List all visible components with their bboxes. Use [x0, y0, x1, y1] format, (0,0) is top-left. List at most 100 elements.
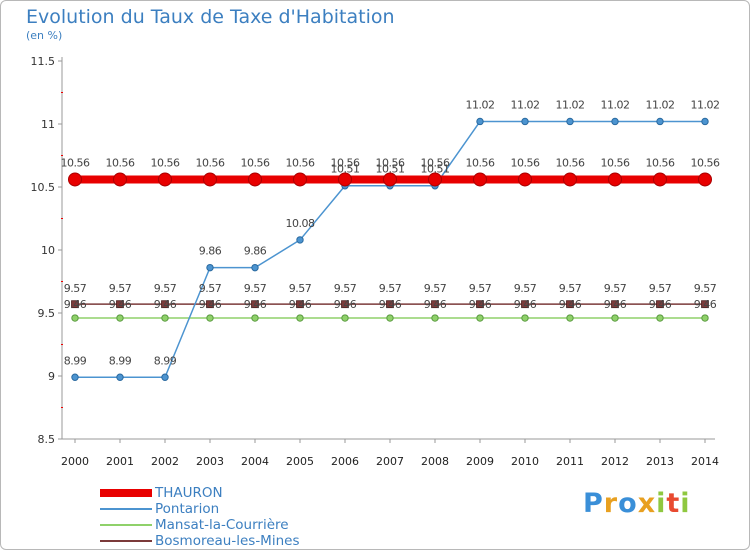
data-point-2 — [71, 314, 79, 322]
x-tick-label: 2014 — [691, 455, 719, 468]
data-point-2 — [611, 314, 619, 322]
y-tick-label: 11 — [41, 118, 55, 131]
legend-swatch-thauron — [100, 489, 152, 497]
x-tick-label: 2002 — [151, 455, 179, 468]
data-label: 10.56 — [151, 156, 180, 169]
data-point-2 — [251, 314, 259, 322]
data-point-3 — [566, 300, 574, 309]
data-label: 9.46 — [64, 298, 87, 311]
data-label: 8.99 — [109, 354, 132, 367]
data-label: 11.02 — [556, 98, 585, 111]
line-chart: 8.5 9 9.5 10 10.5 11 11.5 2000 2001 2002 2003 2004 2… — [31, 55, 721, 468]
logo-letter: i — [656, 488, 667, 519]
data-point-0 — [653, 172, 667, 187]
data-point-1 — [116, 373, 124, 381]
data-label: 10.08 — [286, 217, 315, 230]
data-label: 8.99 — [64, 354, 87, 367]
data-point-2 — [116, 314, 124, 322]
data-label: 10.56 — [106, 156, 135, 169]
data-label: 11.02 — [691, 98, 720, 111]
data-label: 11.02 — [511, 98, 540, 111]
logo-letter: t — [666, 488, 681, 519]
data-point-2 — [341, 314, 349, 322]
data-label: 9.57 — [334, 282, 357, 295]
data-point-1 — [566, 117, 574, 126]
data-label: 10.56 — [331, 156, 360, 169]
data-point-0 — [68, 172, 82, 187]
y-tick-label: 10.5 — [31, 181, 56, 194]
y-tick-label: 11.5 — [31, 55, 56, 68]
data-label: 9.46 — [379, 298, 402, 311]
logo-letter: i — [680, 488, 691, 519]
data-label: 9.46 — [424, 298, 447, 311]
y-tick-label: 8.5 — [38, 433, 56, 446]
data-point-3 — [296, 300, 304, 309]
data-point-3 — [206, 300, 214, 309]
y-tick-label: 10 — [41, 244, 55, 257]
data-label: 10.56 — [196, 156, 225, 169]
data-point-2 — [386, 314, 394, 322]
data-point-0 — [698, 172, 712, 187]
data-point-0 — [293, 172, 307, 187]
legend-swatch-bosmoreau — [100, 540, 152, 542]
data-label: 9.57 — [379, 282, 402, 295]
data-point-3 — [701, 300, 709, 309]
x-tick-label: 2003 — [196, 455, 224, 468]
data-label: 9.46 — [154, 298, 177, 311]
logo-letter: o — [618, 488, 638, 519]
proxiti-logo: Proxiti — [583, 488, 691, 519]
data-point-2 — [566, 314, 574, 322]
data-point-1 — [296, 236, 304, 244]
data-point-0 — [518, 172, 532, 187]
data-point-1 — [71, 373, 79, 381]
data-label: 9.57 — [154, 282, 177, 295]
data-point-0 — [158, 172, 172, 187]
data-label: 9.86 — [244, 245, 267, 258]
data-label: 9.46 — [109, 298, 132, 311]
data-point-3 — [251, 300, 259, 309]
data-label: 10.56 — [286, 156, 315, 169]
data-label: 9.46 — [199, 298, 222, 311]
data-label: 9.46 — [649, 298, 672, 311]
data-point-2 — [431, 314, 439, 322]
legend-label-pontarion: Pontarion — [155, 501, 220, 517]
data-point-2 — [476, 314, 484, 322]
data-label: 9.46 — [514, 298, 537, 311]
data-point-1 — [251, 263, 259, 272]
data-label: 10.51 — [421, 163, 450, 176]
data-label: 8.99 — [154, 354, 177, 367]
logo-letter: P — [583, 488, 604, 519]
data-label: 9.46 — [604, 298, 627, 311]
data-label: 9.57 — [514, 282, 537, 295]
data-label: 9.57 — [64, 282, 87, 295]
data-point-1 — [701, 117, 709, 126]
data-label: 10.56 — [466, 156, 495, 169]
data-label: 9.57 — [649, 282, 672, 295]
data-label: 10.56 — [646, 156, 675, 169]
legend-swatch-pontarion — [100, 508, 152, 510]
x-tick-label: 2011 — [556, 455, 584, 468]
data-point-1 — [161, 373, 169, 381]
data-label: 10.56 — [511, 156, 540, 169]
data-label: 10.51 — [376, 163, 405, 176]
x-tick-label: 2005 — [286, 455, 314, 468]
data-point-0 — [203, 172, 217, 187]
data-label: 9.57 — [289, 282, 312, 295]
x-tick-label: 2006 — [331, 455, 359, 468]
legend-label-thauron: THAURON — [155, 485, 223, 501]
data-label: 9.57 — [559, 282, 582, 295]
data-point-3 — [611, 300, 619, 309]
logo-letter: x — [637, 488, 657, 519]
data-point-1 — [521, 117, 529, 126]
data-point-3 — [116, 300, 124, 309]
data-point-0 — [248, 172, 262, 187]
data-point-1 — [656, 117, 664, 126]
data-label: 10.56 — [61, 156, 90, 169]
chart-title: Evolution du Taux de Taxe d'Habitation — [26, 6, 395, 28]
x-tick-label: 2009 — [466, 455, 494, 468]
data-point-2 — [161, 314, 169, 322]
data-point-0 — [563, 172, 577, 187]
data-label: 9.57 — [694, 282, 717, 295]
x-tick-label: 2001 — [106, 455, 134, 468]
